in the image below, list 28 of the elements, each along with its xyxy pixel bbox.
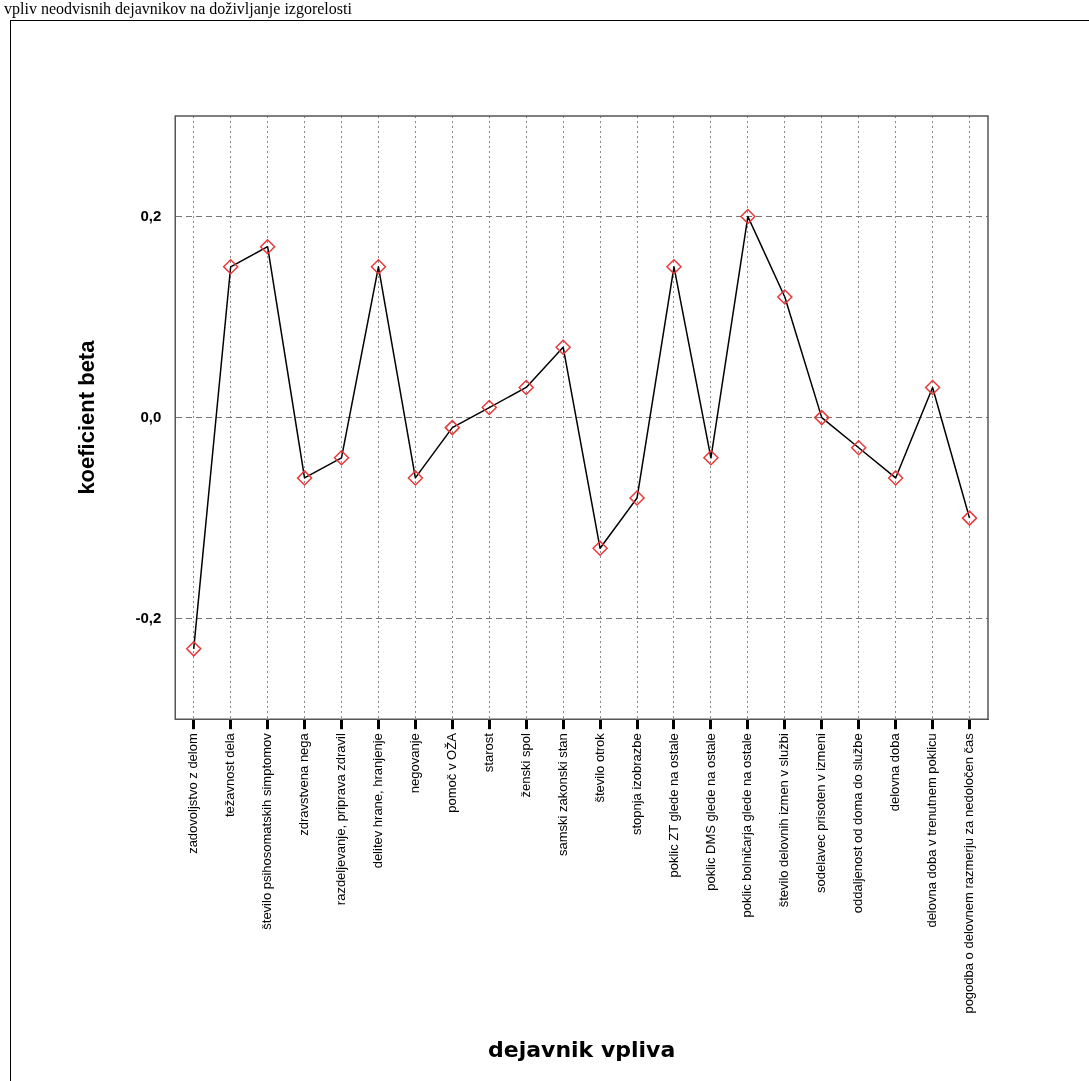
y-tick-label: -0,2: [135, 608, 162, 626]
x-tick-label: negovanje: [406, 733, 422, 794]
y-tick-label: 0,0: [140, 407, 162, 425]
x-tick-label: pomoč v OŽA: [443, 732, 459, 813]
y-axis-title: koeficient beta: [74, 339, 100, 495]
x-tick-label: zadovoljstvo z delom: [185, 733, 201, 854]
x-tick-label: poklic bolničarja glede na ostale: [739, 733, 755, 918]
x-tick-label: delitev hrane, hranjenje: [370, 733, 386, 869]
x-tick-label: razdeljevanje, priprava zdravil: [333, 733, 349, 906]
chart-title: vpliv neodvisnih dejavnikov na doživljanje izgorelosti: [4, 0, 352, 18]
x-axis-title: dejavnik vpliva: [488, 1036, 676, 1062]
x-tick-label: pogodba o delovnem razmerju za nedoločen čas: [961, 732, 977, 1014]
x-tick-label: težavnost dela: [222, 732, 238, 818]
x-tick-label: starost: [480, 732, 496, 773]
x-tick-label: samski zakonski stan: [554, 733, 570, 857]
x-tick-label: število delovnih izmen v službi: [776, 733, 792, 908]
x-tick-label: zdravstvena nega: [296, 732, 312, 836]
x-tick-label: število otrok: [591, 732, 607, 803]
x-tick-label: stopnja izobrazbe: [628, 733, 644, 836]
x-tick-label: število psihosomatskih simptomov: [259, 732, 275, 930]
x-tick-label: poklic ZT glede na ostale: [665, 733, 681, 878]
y-tick-label: 0,2: [140, 206, 162, 224]
x-tick-label: delovna doba v trenutnem poklicu: [924, 733, 940, 928]
x-tick-label: delovna doba: [887, 732, 903, 812]
x-tick-label: oddaljenost od doma do službe: [850, 733, 866, 914]
x-tick-label: sodelavec prisoten v izmeni: [813, 733, 829, 893]
x-tick-label: ženski spol: [517, 733, 533, 798]
x-tick-label: poklic DMS glede na ostale: [702, 733, 718, 891]
